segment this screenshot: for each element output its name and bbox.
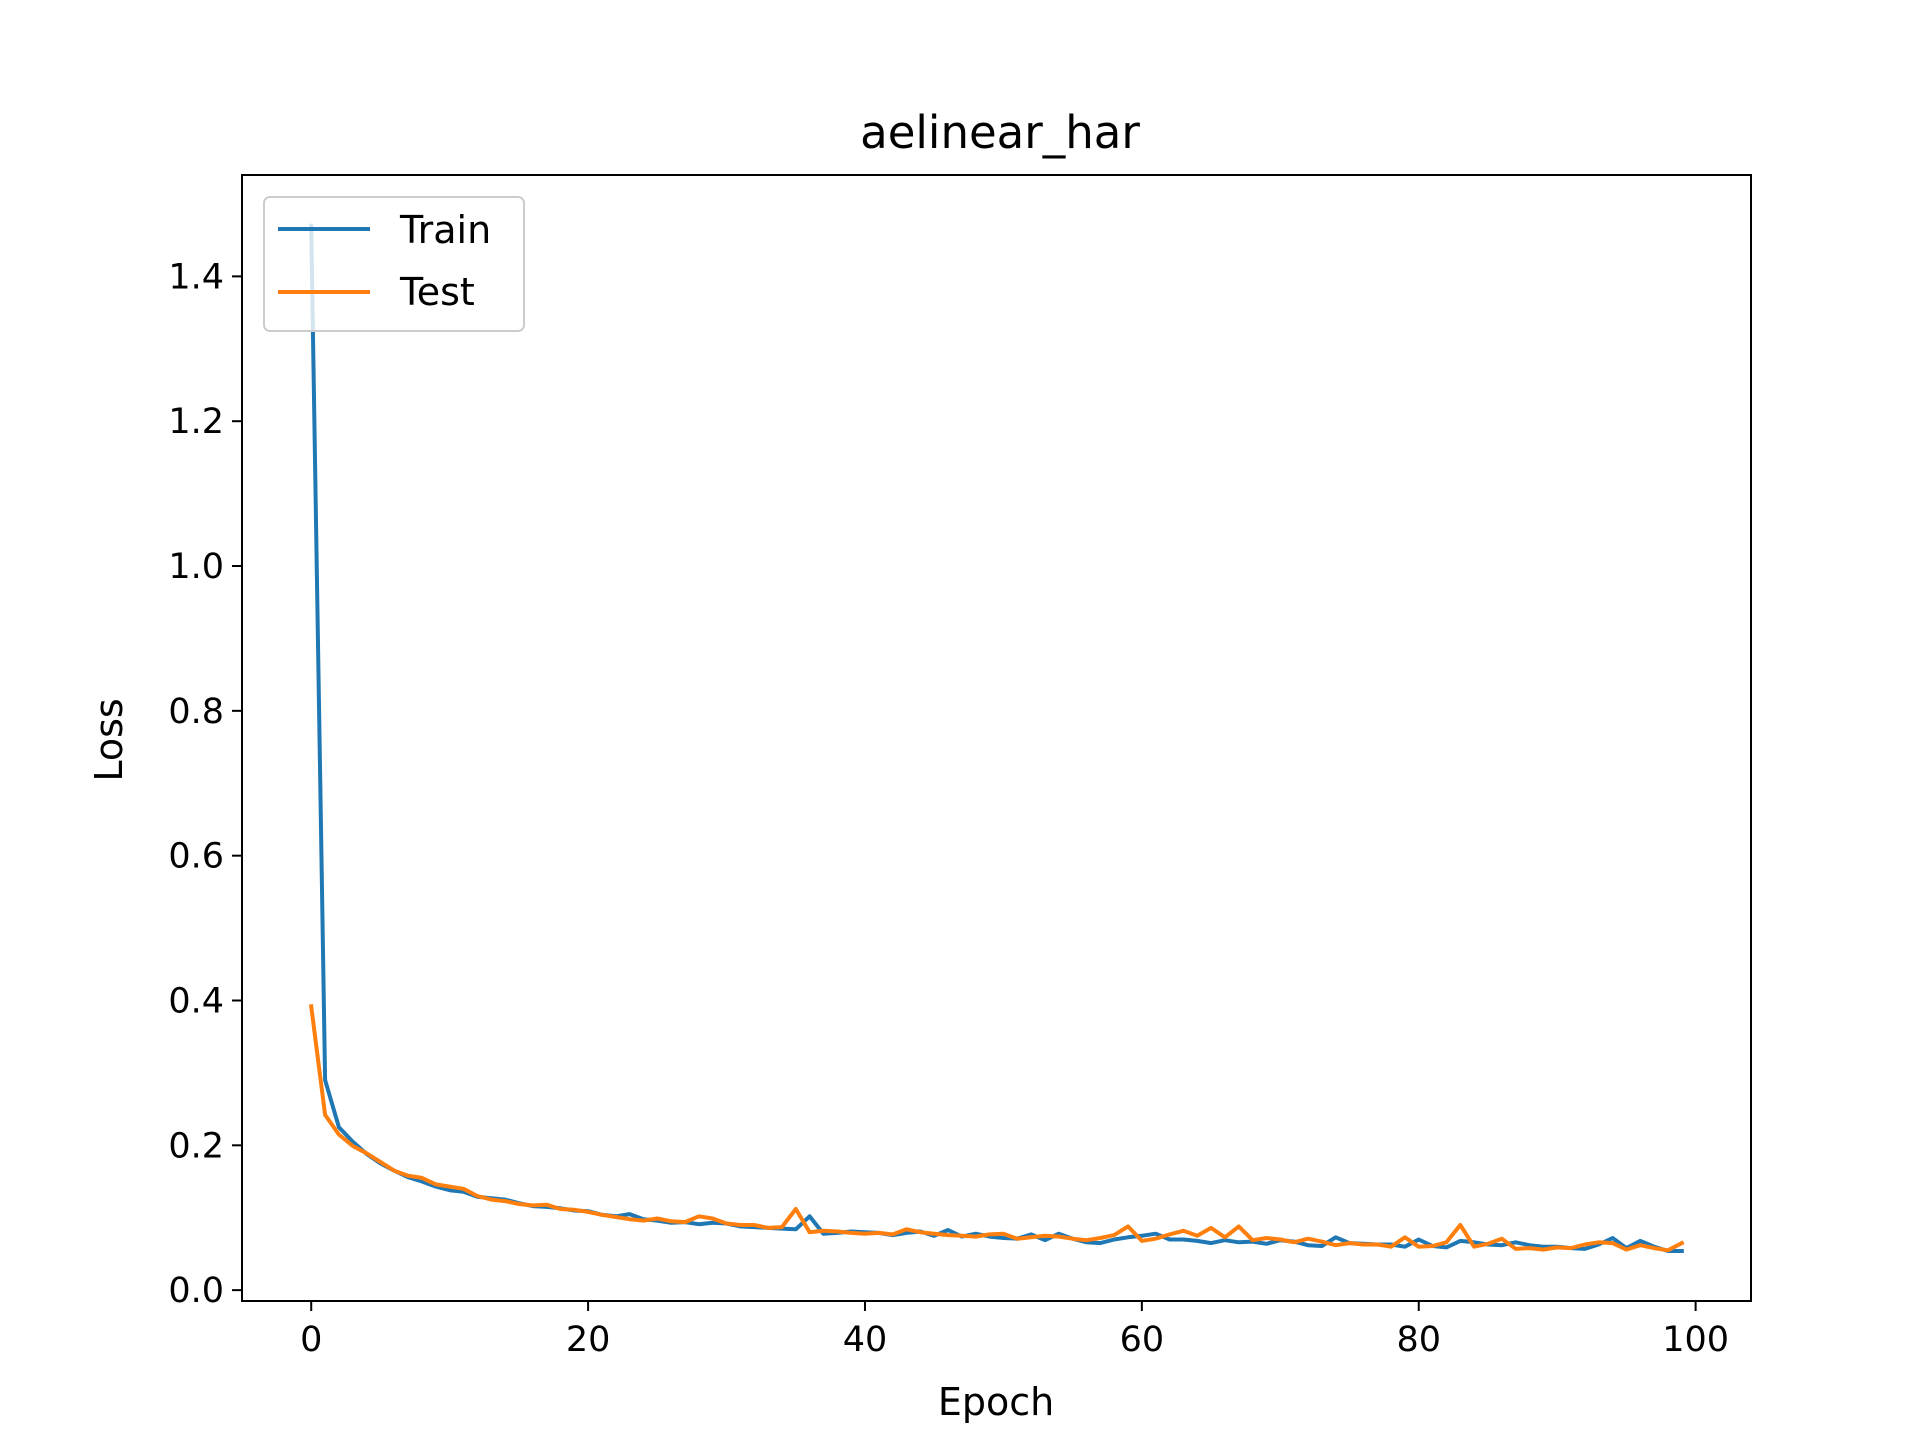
- x-axis: 0 20 40 60 80 100: [300, 1301, 1729, 1360]
- y-tick-label: 0.2: [168, 1126, 224, 1166]
- x-tick-label: 100: [1662, 1320, 1729, 1360]
- x-axis-title: Epoch: [938, 1380, 1054, 1424]
- legend-label-train: Train: [399, 208, 491, 252]
- y-tick-label: 0.8: [168, 692, 224, 732]
- x-tick-label: 60: [1120, 1320, 1165, 1360]
- series-lines: [308, 223, 1685, 1253]
- x-tick-label: 80: [1396, 1320, 1441, 1360]
- y-tick-label: 0.4: [168, 981, 224, 1021]
- y-axis-title: Loss: [87, 698, 131, 781]
- legend-label-test: Test: [399, 270, 475, 314]
- y-tick-label: 1.4: [168, 257, 224, 297]
- y-axis: 0.0 0.2 0.4 0.6 0.8 1.0 1.2 1.4: [168, 257, 242, 1311]
- x-tick-label: 20: [566, 1320, 611, 1360]
- y-tick-label: 0.6: [168, 837, 224, 877]
- chart-title: aelinear_har: [860, 106, 1140, 159]
- legend: Train Test: [263, 196, 525, 332]
- x-tick-label: 0: [300, 1320, 322, 1360]
- y-tick-label: 1.0: [168, 547, 224, 587]
- plot-frame: [241, 174, 1752, 1302]
- series-line-test: [308, 1004, 1685, 1253]
- x-tick-label: 40: [843, 1320, 888, 1360]
- y-tick-label: 1.2: [168, 402, 224, 442]
- y-tick-label: 0.0: [168, 1271, 224, 1311]
